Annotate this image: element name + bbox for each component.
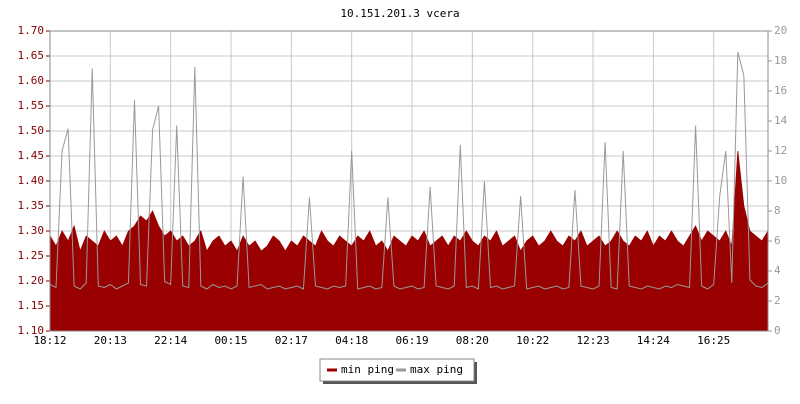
x-tick-label: 22:14	[154, 334, 187, 347]
y-tick-label: 1.30	[18, 224, 45, 237]
y2-tick-label: 12	[774, 144, 787, 157]
chart-title: 10.151.201.3 vcera	[340, 7, 459, 20]
plot-frame	[49, 30, 769, 332]
x-tick-label: 18:12	[33, 334, 66, 347]
y2-tick-label: 2	[774, 294, 781, 307]
x-tick-label: 08:20	[456, 334, 489, 347]
y-tick-label: 1.35	[18, 199, 45, 212]
y2-tick-label: 8	[774, 204, 781, 217]
y2-tick-label: 16	[774, 84, 787, 97]
y-tick-label: 1.25	[18, 249, 45, 262]
x-tick-label: 20:13	[94, 334, 127, 347]
y-tick-label: 1.40	[18, 174, 45, 187]
series-line	[49, 51, 769, 290]
x-tick-label: 02:17	[275, 334, 308, 347]
y2-tick-label: 0	[774, 324, 781, 337]
x-tick-label: 04:18	[335, 334, 368, 347]
y2-tick-label: 4	[774, 264, 781, 277]
x-tick-label: 00:15	[214, 334, 247, 347]
x-tick-label: 16:25	[697, 334, 730, 347]
y2-tick-label: 10	[774, 174, 787, 187]
y-tick-label: 1.65	[18, 49, 45, 62]
y2-tick-label: 18	[774, 54, 787, 67]
y-tick-label: 1.15	[18, 299, 45, 312]
y2-tick-label: 20	[774, 24, 787, 37]
y-tick-label: 1.10	[18, 324, 45, 337]
y2-tick-label: 6	[774, 234, 781, 247]
x-tick-label: 12:23	[576, 334, 609, 347]
legend-label: max ping	[410, 363, 463, 376]
y-tick-label: 1.50	[18, 124, 45, 137]
x-tick-label: 14:24	[637, 334, 670, 347]
y-tick-label: 1.55	[18, 99, 45, 112]
y-tick-label: 1.45	[18, 149, 45, 162]
y-tick-label: 1.70	[18, 24, 45, 37]
y2-tick-label: 14	[774, 114, 788, 127]
legend-label: min ping	[341, 363, 394, 376]
x-tick-label: 06:19	[395, 334, 428, 347]
y-tick-label: 1.20	[18, 274, 45, 287]
x-tick-label: 10:22	[516, 334, 549, 347]
y-tick-label: 1.60	[18, 74, 45, 87]
